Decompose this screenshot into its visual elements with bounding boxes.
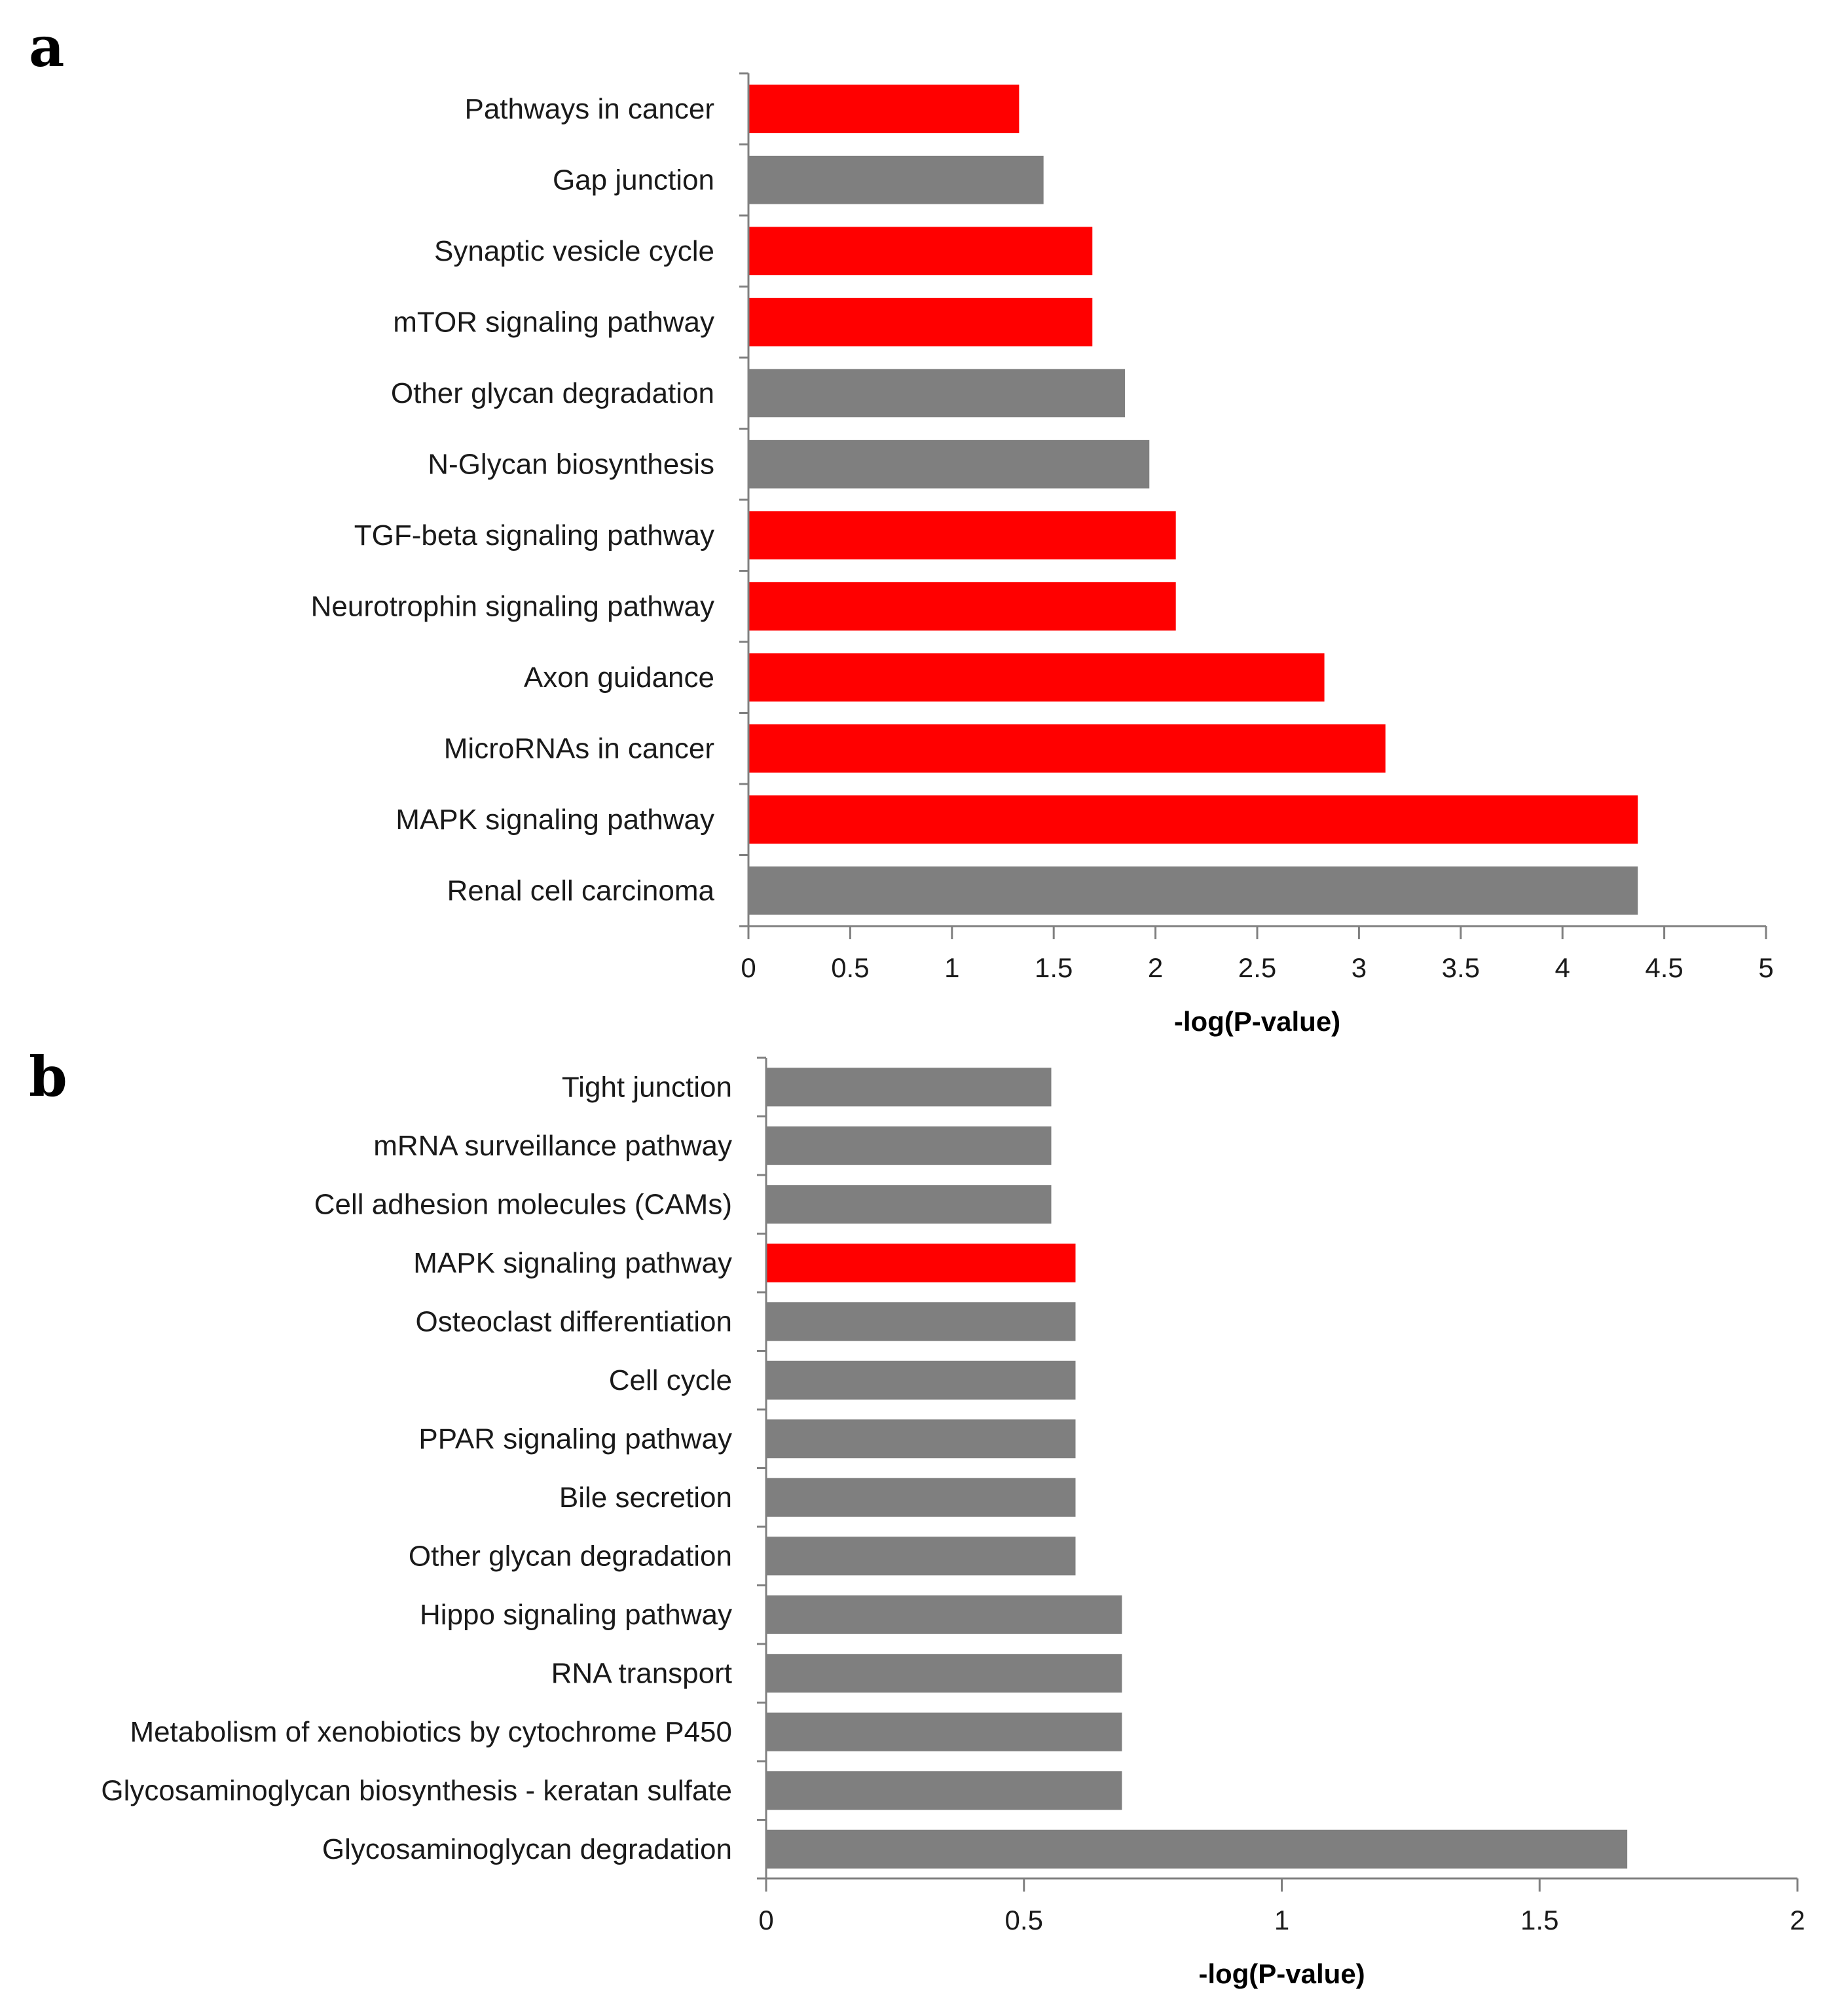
bar — [749, 724, 1386, 773]
category-label: MAPK signaling pathway — [396, 804, 714, 836]
x-tick-label: 4.5 — [1645, 952, 1683, 983]
bar — [767, 1185, 1052, 1224]
x-tick-label: 1 — [1274, 1905, 1289, 1935]
bar — [749, 369, 1125, 418]
bar — [767, 1595, 1122, 1634]
bar — [749, 439, 1150, 489]
x-tick-label: 1.5 — [1035, 952, 1073, 983]
category-label: PPAR signaling pathway — [418, 1423, 732, 1455]
bar — [749, 84, 1020, 134]
bar — [767, 1126, 1052, 1165]
bar — [749, 297, 1093, 346]
category-label: Glycosaminoglycan degradation — [322, 1833, 732, 1865]
x-tick-label: 0 — [758, 1905, 773, 1935]
category-label: Neurotrophin signaling pathway — [311, 590, 714, 622]
category-label: Metabolism of xenobiotics by cytochrome … — [130, 1716, 732, 1748]
x-tick-label: 0 — [741, 952, 756, 983]
bar — [767, 1419, 1076, 1459]
x-tick-label: 1.5 — [1520, 1905, 1558, 1935]
category-label: Axon guidance — [524, 662, 714, 694]
x-tick-label: 5 — [1758, 952, 1773, 983]
category-label: Other glycan degradation — [391, 377, 714, 409]
bar — [767, 1360, 1076, 1400]
x-tick-label: 1 — [944, 952, 959, 983]
category-label: Tight junction — [562, 1071, 732, 1103]
category-label: Hippo signaling pathway — [420, 1599, 732, 1631]
category-label: Glycosaminoglycan biosynthesis - keratan… — [101, 1774, 732, 1806]
x-tick-label: 3 — [1352, 952, 1367, 983]
bar — [767, 1302, 1076, 1341]
category-label: Synaptic vesicle cycle — [434, 235, 714, 267]
bar — [767, 1829, 1628, 1869]
bar — [749, 227, 1093, 276]
category-label: TGF-beta signaling pathway — [354, 519, 714, 551]
bar — [767, 1537, 1076, 1576]
x-tick-label: 2 — [1790, 1905, 1805, 1935]
category-label: Bile secretion — [559, 1482, 732, 1514]
bar — [749, 866, 1638, 915]
panel-b-letter: b — [29, 1044, 67, 1109]
bar — [749, 155, 1044, 204]
bar — [767, 1478, 1076, 1517]
category-label: Other glycan degradation — [409, 1540, 732, 1572]
category-label: MicroRNAs in cancer — [444, 732, 714, 764]
category-label: N-Glycan biosynthesis — [428, 448, 714, 480]
bar — [767, 1243, 1076, 1282]
category-label: MAPK signaling pathway — [413, 1247, 732, 1279]
bar — [749, 511, 1176, 560]
bar — [767, 1654, 1122, 1693]
x-tick-label: 0.5 — [1005, 1905, 1043, 1935]
x-axis-title: -log(P-value) — [1198, 1958, 1365, 1989]
x-tick-label: 3.5 — [1442, 952, 1480, 983]
bar — [767, 1771, 1122, 1810]
category-label: mRNA surveillance pathway — [373, 1130, 732, 1162]
category-label: mTOR signaling pathway — [393, 306, 714, 338]
bar — [749, 653, 1325, 702]
category-label: Gap junction — [553, 164, 714, 196]
bar — [767, 1068, 1052, 1107]
category-label: Osteoclast differentiation — [416, 1305, 732, 1337]
panel-a-letter: a — [29, 14, 65, 79]
category-label: Cell adhesion molecules (CAMs) — [314, 1188, 732, 1220]
x-tick-label: 2.5 — [1238, 952, 1276, 983]
category-label: RNA transport — [551, 1657, 732, 1689]
category-label: Pathways in cancer — [464, 93, 714, 125]
bar — [767, 1712, 1122, 1751]
x-axis-title: -log(P-value) — [1174, 1006, 1340, 1037]
category-label: Renal cell carcinoma — [447, 874, 715, 906]
x-tick-label: 4 — [1555, 952, 1570, 983]
bar — [749, 582, 1176, 631]
bar — [749, 795, 1638, 844]
category-label: Cell cycle — [609, 1364, 732, 1396]
x-tick-label: 2 — [1148, 952, 1163, 983]
x-tick-label: 0.5 — [831, 952, 869, 983]
